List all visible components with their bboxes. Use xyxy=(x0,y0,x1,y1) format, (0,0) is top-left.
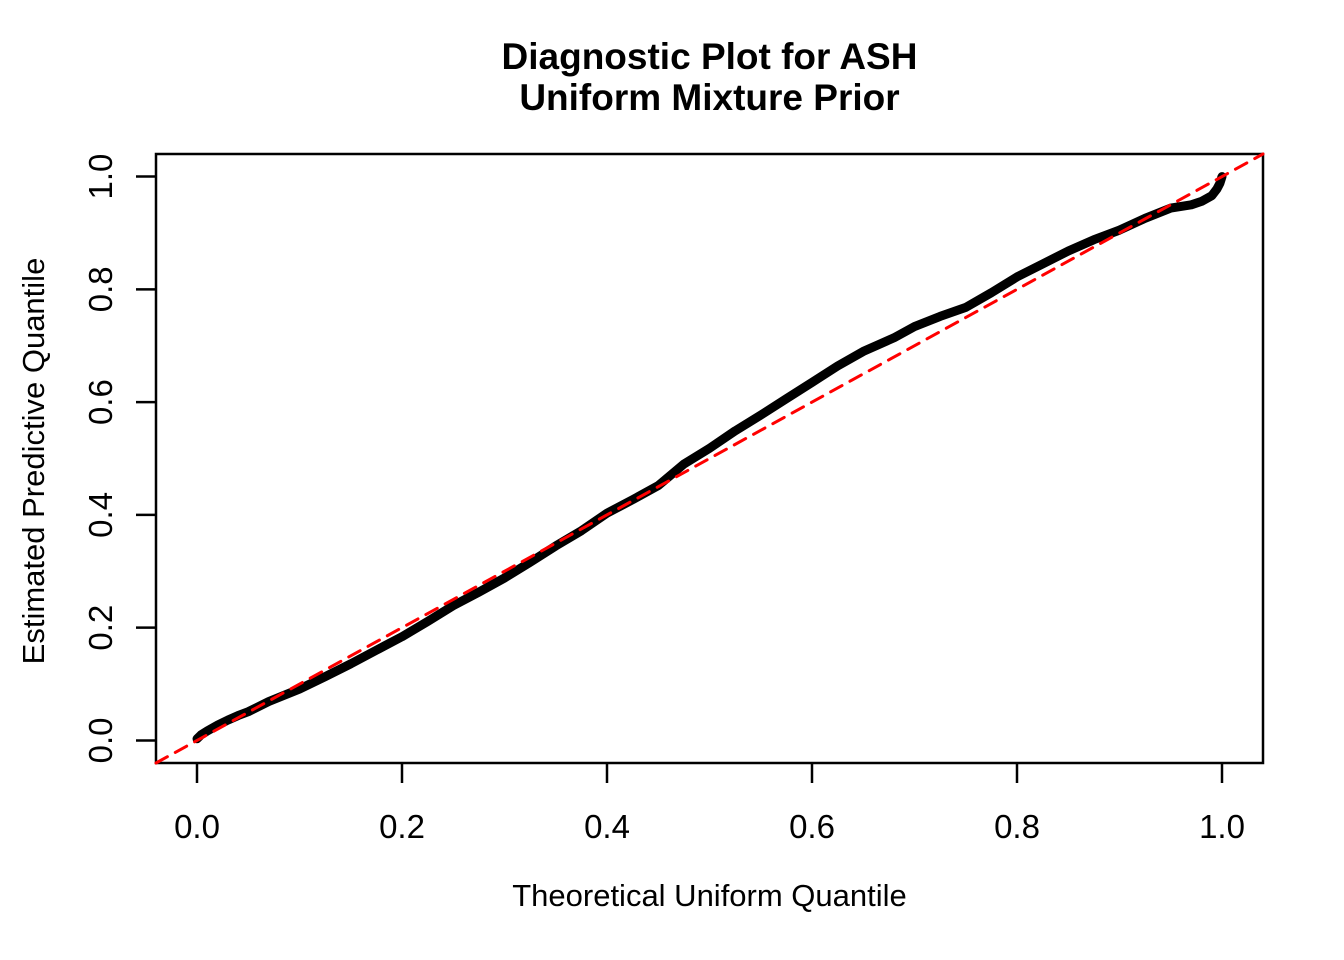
x-tick-label: 0.6 xyxy=(789,808,835,845)
plot-box xyxy=(154,152,1265,765)
y-tick-label: 1.0 xyxy=(82,154,119,200)
chart-title: Diagnostic Plot for ASH Uniform Mixture … xyxy=(156,36,1263,118)
y-tick-label: 0.8 xyxy=(82,266,119,312)
qq-curve xyxy=(192,172,1227,744)
axis-ticks xyxy=(136,175,1224,783)
y-tick-label: 0.2 xyxy=(82,605,119,651)
x-tick-label: 0.2 xyxy=(379,808,425,845)
y-axis-title: Estimated Predictive Quantile xyxy=(16,257,51,665)
y-tick-label: 0.6 xyxy=(82,379,119,425)
series-layer xyxy=(154,152,1265,765)
axis-tick-labels: 0.0 0.2 0.4 0.6 0.8 1.0 0.0 0.2 0.4 0.6 0.8 1.0 xyxy=(82,154,1245,845)
y-tick-label: 0.0 xyxy=(82,718,119,764)
x-tick-label: 0.8 xyxy=(994,808,1040,845)
x-tick-label: 0.0 xyxy=(174,808,220,845)
reference-diagonal xyxy=(154,152,1265,765)
chart-title-line2: Uniform Mixture Prior xyxy=(519,77,900,118)
y-tick-label: 0.4 xyxy=(82,492,119,538)
x-tick-label: 0.4 xyxy=(584,808,630,845)
x-tick-label: 1.0 xyxy=(1199,808,1245,845)
x-axis-title: Theoretical Uniform Quantile xyxy=(512,878,907,913)
chart-title-line1: Diagnostic Plot for ASH xyxy=(501,36,918,77)
